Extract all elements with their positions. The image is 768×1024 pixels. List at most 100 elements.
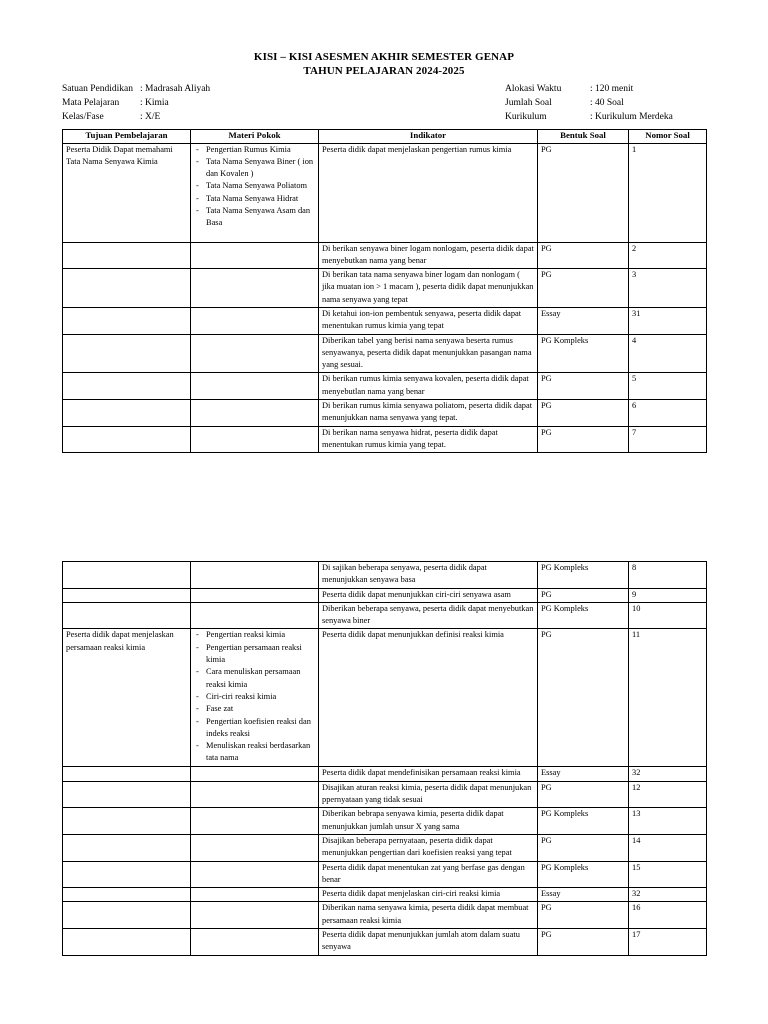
cell-tujuan-pembelajaran	[62, 601, 191, 630]
materi-bullet-item: - Pengertian Rumus Kimia	[194, 144, 315, 156]
cell-tujuan-pembelajaran	[62, 587, 191, 603]
cell-tujuan-pembelajaran	[62, 780, 191, 809]
cell-nomor-soal: 13	[628, 807, 707, 835]
cell-bentuk-soal: PG	[537, 780, 629, 809]
cell-materi-pokok	[190, 601, 319, 630]
bullet-dash: -	[196, 642, 199, 652]
materi-bullet-item: - Pengertian persamaan reaksi kimia	[194, 642, 315, 667]
table-row: Peserta didik dapat mendefinisikan persa…	[62, 766, 707, 782]
bullet-dash: -	[196, 205, 199, 215]
cell-indikator: Disajikan aturan reaksi kimia, peserta d…	[318, 780, 538, 809]
cell-tujuan-pembelajaran	[62, 928, 191, 956]
cell-bentuk-soal: PG Kompleks	[537, 561, 629, 589]
cell-nomor-soal: 5	[628, 372, 707, 401]
table-row: Peserta didik dapat menentukan zat yang …	[62, 860, 707, 889]
bullet-dash: -	[196, 741, 199, 751]
meta-label: Satuan Pendidikan	[62, 84, 133, 94]
cell-materi-pokok	[190, 306, 319, 335]
bullet-text: Pengertian reaksi kimia	[206, 630, 286, 640]
kisi-table: Tujuan Pembelajaran Materi Pokok Indikator…	[62, 129, 707, 454]
cell-nomor-soal: 8	[628, 561, 707, 589]
cell-nomor-soal: 32	[628, 766, 707, 782]
table-row: Disajikan aturan reaksi kimia, peserta d…	[62, 780, 707, 809]
cell-materi-pokok	[190, 766, 319, 782]
cell-indikator: Peserta didik dapat menentukan zat yang …	[318, 860, 538, 889]
bullet-text: Tata Nama Senyawa Poliatom	[206, 181, 308, 191]
cell-bentuk-soal: PG Kompleks	[537, 601, 629, 630]
kisi-table-page2: Di sajikan beberapa senyawa, peserta did…	[62, 561, 707, 956]
bullet-dash: -	[196, 691, 199, 701]
bullet-dash: -	[196, 630, 199, 640]
cell-materi-pokok: - Pengertian Rumus Kimia - Tata Nama Senyaw…	[190, 142, 319, 243]
cell-bentuk-soal: PG	[537, 628, 629, 768]
cell-indikator: Di sajikan beberapa senyawa, peserta did…	[318, 561, 538, 589]
cell-bentuk-soal: PG	[537, 833, 629, 862]
cell-materi-pokok	[190, 807, 319, 835]
cell-indikator: Di berikan tata nama senyawa biner logam…	[318, 268, 538, 308]
cell-materi-pokok: - Pengertian reaksi kimia - Pengertian pers…	[190, 628, 319, 768]
materi-bullet-item: - Menuliskan reaksi berdasarkan tata nama	[194, 740, 315, 765]
cell-bentuk-soal: Essay	[537, 887, 629, 903]
cell-indikator: Diberikan bebrapa senyawa kimia, peserta…	[318, 807, 538, 835]
cell-materi-pokok	[190, 241, 319, 270]
cell-nomor-soal: 15	[628, 860, 707, 889]
cell-indikator: Di berikan rumus kimia senyawa kovalen, …	[318, 372, 538, 401]
table-row: Disajikan beberapa pernyataan, peserta d…	[62, 833, 707, 862]
cell-tujuan-pembelajaran	[62, 561, 191, 589]
table-header-row: Tujuan Pembelajaran Materi Pokok Indikator…	[62, 129, 707, 144]
cell-bentuk-soal: PG	[537, 268, 629, 308]
table-row: Di berikan nama senyawa hidrat, peserta …	[62, 425, 707, 454]
meta-jumlah-soal: Jumlah Soal: 40 Soal	[505, 96, 673, 110]
table-row: Diberikan nama senyawa kimia, peserta di…	[62, 901, 707, 930]
document-title: KISI – KISI ASESMEN AKHIR SEMESTER GENAP…	[0, 51, 768, 78]
cell-tujuan-pembelajaran	[62, 887, 191, 903]
cell-indikator: Peserta didik dapat menunjukkan jumlah a…	[318, 928, 538, 956]
cell-materi-pokok	[190, 780, 319, 809]
meta-value: : X/E	[140, 112, 161, 123]
meta-label: Mata Pelajaran	[62, 98, 120, 109]
cell-nomor-soal: 9	[628, 587, 707, 603]
materi-bullet-item: - Tata Nama Senyawa Poliatom	[194, 180, 315, 192]
table-row: Di berikan rumus kimia senyawa poliatom,…	[62, 399, 707, 427]
cell-nomor-soal: 11	[628, 628, 707, 768]
cell-materi-pokok	[190, 372, 319, 401]
cell-nomor-soal: 6	[628, 399, 707, 427]
cell-tujuan-pembelajaran	[62, 901, 191, 930]
cell-materi-pokok	[190, 425, 319, 454]
bullet-dash: -	[196, 193, 199, 203]
cell-tujuan-pembelajaran: Peserta Didik Dapat memahami Tata Nama S…	[62, 142, 191, 243]
cell-indikator: Di berikan rumus kimia senyawa poliatom,…	[318, 399, 538, 427]
meta-label: Kelas/Fase	[62, 112, 104, 123]
meta-value: : Kimia	[140, 98, 169, 109]
column-header: Tujuan Pembelajaran	[62, 129, 191, 144]
cell-materi-pokok	[190, 901, 319, 930]
cell-materi-pokok	[190, 561, 319, 589]
column-header: Indikator	[318, 129, 538, 144]
bullet-dash: -	[196, 716, 199, 726]
cell-tujuan-pembelajaran	[62, 333, 191, 374]
cell-tujuan-pembelajaran	[62, 268, 191, 308]
cell-nomor-soal: 17	[628, 928, 707, 956]
meta-value: : 120 menit	[590, 84, 634, 94]
bullet-text: Ciri-ciri reaksi kimia	[206, 691, 277, 701]
bullet-text: Pengertian Rumus Kimia	[206, 144, 291, 154]
column-header: Bentuk Soal	[537, 129, 629, 144]
cell-nomor-soal: 2	[628, 241, 707, 270]
materi-bullet-item: - Tata Nama Senyawa Hidrat	[194, 193, 315, 205]
bullet-text: Cara menuliskan persamaan reaksi kimia	[206, 667, 301, 689]
cell-materi-pokok	[190, 860, 319, 889]
cell-nomor-soal: 14	[628, 833, 707, 862]
materi-bullet-item: - Pengertian reaksi kimia	[194, 630, 315, 642]
title-line-1: KISI – KISI ASESMEN AKHIR SEMESTER GENAP	[253, 51, 515, 63]
cell-tujuan-pembelajaran: Peserta didik dapat menjelaskan persamaa…	[62, 628, 191, 768]
materi-bullet-item: - Tata Nama Senyawa Biner ( ion dan Koval…	[194, 156, 315, 181]
cell-indikator: Diberikan beberapa senyawa, peserta didi…	[318, 601, 538, 630]
meta-value: : Kurikulum Merdeka	[590, 112, 673, 123]
cell-indikator: Di berikan senyawa biner logam nonlogam,…	[318, 241, 538, 270]
cell-nomor-soal: 16	[628, 901, 707, 930]
cell-tujuan-pembelajaran	[62, 306, 191, 335]
bullet-text: Tata Nama Senyawa Hidrat	[206, 193, 299, 203]
cell-bentuk-soal: PG Kompleks	[537, 333, 629, 374]
materi-bullet-item: - Cara menuliskan persamaan reaksi kimia	[194, 666, 315, 691]
meta-block-right: Alokasi Waktu: 120 menit Jumlah Soal: 40…	[505, 82, 673, 125]
